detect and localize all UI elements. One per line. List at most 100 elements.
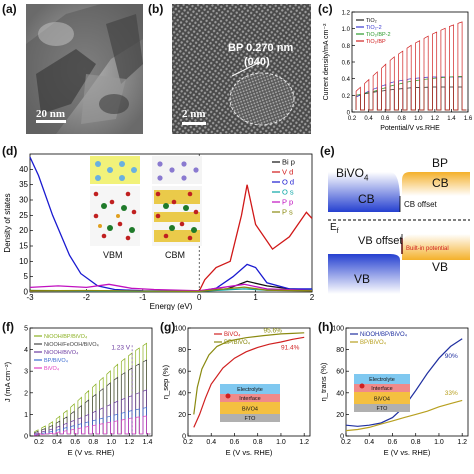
bp-vb-band (402, 234, 470, 260)
plot-frame-h (345, 327, 469, 437)
vb-right-label: VB (432, 260, 449, 274)
x-tick-label-f: 1.4 (143, 439, 153, 446)
panel-a-label: (a) (2, 2, 17, 16)
y-tick-label-d: 10 (19, 257, 28, 266)
legend-entry-d: O s (282, 188, 294, 197)
device-layer-h (354, 404, 410, 412)
inset-vbm-label: VBM (103, 250, 123, 260)
y-tick-label-c: 1.2 (342, 11, 351, 17)
y-tick-label-g: 100 (174, 326, 186, 333)
panel-f: (f) 0.2 0.4 0.6 0.8 1.0 1.2 1.4 0 1 2 3 4 5 E (V vs. … (0, 318, 158, 469)
cb-right-label: CB (432, 176, 449, 190)
device-layer-h (354, 374, 410, 384)
scale-bar-b: 2 nm (182, 108, 206, 120)
y-tick-label-c: 0.8 (342, 44, 351, 50)
x-tick-label-f: 0.4 (52, 439, 62, 446)
series-line-f (34, 415, 151, 436)
device-layer-h (354, 384, 410, 392)
y-axis-label-c: Current density/mA cm⁻² (323, 23, 330, 100)
inset-cbm-label: CBM (165, 250, 185, 260)
hrtem-texture-b (172, 4, 311, 134)
x-axis-label-h: E (V vs. RHE) (384, 448, 431, 457)
device-layer-label-g: Electrolyte (237, 387, 263, 393)
x-tick-label-h: 1.0 (434, 439, 444, 446)
band-diagram (328, 172, 470, 294)
panel-e-label: (e) (320, 144, 335, 158)
legend-entry-c: TiO₂/BP (366, 39, 386, 45)
panel-c-label: (c) (318, 2, 333, 16)
panel-c: (c) 0.2 0.4 0.6 0.8 1.0 1.2 1.4 1.6 0 0.2 0.4 0.6 0.… (316, 0, 474, 140)
tem-image-a: 20 nm (26, 4, 143, 134)
plot-frame-f (29, 327, 153, 437)
legend-entry-c: TiO₂ (366, 18, 377, 24)
tem-texture-a (26, 4, 143, 134)
x-tick-label-d: 1 (253, 293, 258, 302)
y-tick-label-c: 0.6 (342, 61, 351, 67)
device-layer-g (220, 414, 280, 422)
x-tick-label-h: 0.8 (411, 439, 421, 446)
legend-entry-f: BP/BiVO₄ (44, 358, 69, 364)
y-tick-label-d: 25 (19, 211, 28, 220)
annotation-h-bp: 33% (445, 390, 458, 397)
device-layer-g (220, 402, 280, 414)
plot-frame-g (187, 327, 311, 437)
built-in-label: Built-in potential (406, 246, 449, 252)
y-tick-label-g: 40 (178, 390, 186, 397)
x-tick-label-d: 2 (310, 293, 315, 302)
vb-left-label: VB (354, 272, 371, 286)
bivo4-vb-band (328, 254, 400, 294)
legend-entry-d: Bi p (282, 158, 295, 167)
bp-label: BP (432, 156, 449, 170)
panel-b: (b) BP 0.270 nm (040) 2 nm (148, 0, 313, 138)
tem-image-b: BP 0.270 nm (040) 2 nm (172, 4, 311, 134)
legend-entry-d: O d (282, 178, 294, 187)
device-layer-g (220, 394, 280, 402)
y-tick-label-f: 4 (24, 347, 28, 354)
y-tick-label-g: 0 (182, 434, 186, 441)
x-tick-label-c: 0.8 (398, 116, 407, 122)
legend-entry-d: V d (282, 168, 293, 177)
y-tick-label-d: 15 (19, 242, 28, 251)
y-tick-label-c: 0 (347, 111, 351, 117)
y-tick-label-h: 60 (336, 369, 344, 376)
legend-entry-f: NiOOH/BiVO₄ (44, 350, 79, 356)
bivo4-cb-band (328, 172, 400, 212)
chart-c: 0.2 0.4 0.6 0.8 1.0 1.2 1.4 1.600.20.40.60.81.0… (323, 11, 473, 133)
device-layer-h (354, 392, 410, 404)
series-line-g (193, 336, 305, 428)
x-tick-label-c: 1.0 (414, 116, 423, 122)
annotation-h-nioh: 90% (445, 353, 458, 360)
y-tick-label-c: 0.4 (342, 77, 351, 83)
y-axis-label-f: J (mA cm⁻²) (3, 361, 12, 402)
panel-h: (h) 0.2 0.4 0.6 0.8 1.0 1.2 0 20 40 60 80 100 E (V v… (316, 318, 474, 469)
annotation-g-bp: 95.6% (264, 327, 283, 334)
inset-vbm-structure (90, 156, 140, 246)
x-tick-label-g: 0.6 (230, 439, 240, 446)
x-tick-label-d: -3 (26, 293, 34, 302)
panel-d-label: (d) (2, 144, 18, 158)
chart-g: 0.2 0.4 0.6 0.8 1.0 1.2 0 20 40 60 80 100 E (V vs. R… (161, 326, 311, 457)
panel-a: (a) 20 nm (0, 0, 145, 138)
device-layer-label-g: BiVO4 (242, 407, 258, 413)
cb-offset-label: CB offset (404, 200, 437, 209)
inset-cbm-structure (152, 156, 202, 246)
y-tick-label-h: 20 (336, 412, 344, 419)
chart-h: 0.2 0.4 0.6 0.8 1.0 1.2 0 20 40 60 80 100 E (V vs. R… (319, 326, 469, 457)
x-axis-label-g: E (V vs. RHE) (226, 448, 273, 457)
panel-g: (g) 0.2 0.4 0.6 0.8 1.0 1.2 0 20 40 60 80 100 E (V v… (158, 318, 316, 469)
x-tick-label-c: 0.2 (348, 116, 357, 122)
y-tick-label-c: 0.2 (342, 94, 351, 100)
annotation-1-23v-f: 1.23 V (111, 345, 130, 352)
y-axis-label-d: Density of states (3, 193, 12, 252)
y-tick-label-f: 5 (24, 326, 28, 333)
hrtem-annotation-2: (040) (244, 56, 270, 68)
hole-symbol-h (359, 383, 365, 389)
legend-entry-f: BiVO₄ (44, 366, 60, 372)
x-tick-label-g: 0.2 (183, 439, 193, 446)
y-tick-label-f: 0 (24, 434, 28, 441)
panel-f-label: (f) (2, 320, 14, 334)
legend-entry-g: BP/BiVO₄ (224, 340, 251, 346)
y-tick-label-f: 3 (24, 369, 28, 376)
device-layer-label-g: Interface (239, 396, 260, 402)
legend-entry-f: NiOOH/FeOOH/BiVO₄ (44, 342, 100, 348)
